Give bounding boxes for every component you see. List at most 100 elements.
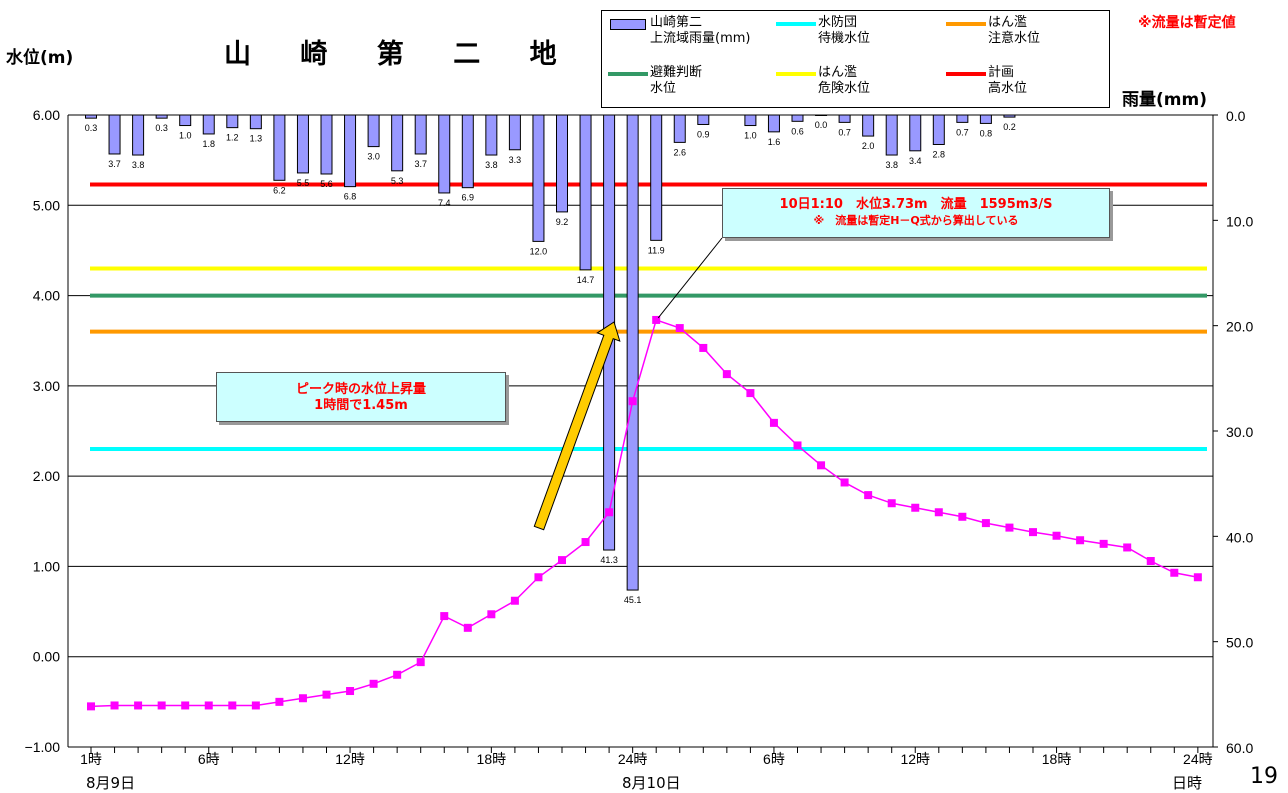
y-left-tick-label: 5.00 xyxy=(33,197,60,213)
rainfall-data-label: 1.0 xyxy=(744,131,757,141)
rainfall-bar xyxy=(1003,114,1016,118)
rainfall-bar xyxy=(391,114,404,172)
date-label-end: 日時 xyxy=(1172,774,1203,792)
rainfall-bar xyxy=(838,114,851,123)
rainfall-data-label: 1.3 xyxy=(250,134,263,144)
rainfall-bar xyxy=(226,114,239,129)
rainfall-data-label: 41.3 xyxy=(600,555,618,565)
legend-item-rainfall: 山崎第二 上流域雨量(mm) xyxy=(650,15,751,46)
legend-swatch-plan-high xyxy=(946,72,986,76)
rainfall-data-label: 0.2 xyxy=(1003,122,1016,132)
rainfall-data-label: 1.6 xyxy=(768,137,781,147)
water-level-point xyxy=(416,658,425,667)
rainfall-bar xyxy=(249,114,262,130)
rainfall-data-label: 3.7 xyxy=(108,159,121,169)
water-level-point xyxy=(110,701,119,710)
rainfall-data-label: 5.6 xyxy=(320,179,333,189)
rainfall-bar xyxy=(273,114,286,181)
rainfall-bar xyxy=(108,114,121,155)
rainfall-bar xyxy=(979,114,992,124)
y-right-tick-label: 50.0 xyxy=(1226,635,1253,651)
rainfall-bar xyxy=(132,114,145,156)
date-label-day2: 8月10日 xyxy=(622,774,681,792)
water-level-point xyxy=(204,701,213,710)
water-level-point xyxy=(369,679,378,688)
peak-callout: 10日1:10 水位3.73m 流量 1595m3/S ※ 流量は暫定H－Q式か… xyxy=(722,188,1110,238)
rainfall-data-label: 3.8 xyxy=(132,160,145,170)
y-left-tick-label: −1.00 xyxy=(25,739,61,755)
rainfall-bar xyxy=(414,114,427,155)
water-level-point xyxy=(887,499,896,508)
water-level-point xyxy=(628,397,637,406)
rainfall-data-label: 0.8 xyxy=(980,128,993,138)
date-label-day1: 8月9日 xyxy=(86,774,136,792)
peak-callout-leader xyxy=(657,237,723,319)
rainfall-data-label: 0.0 xyxy=(815,120,828,130)
water-level-point xyxy=(1005,523,1014,532)
y-left-tick-label: 3.00 xyxy=(33,378,60,394)
rainfall-data-label: 6.9 xyxy=(462,193,475,203)
water-level-point xyxy=(134,701,143,710)
legend-swatch-rainfall xyxy=(610,19,646,30)
rainfall-data-label: 6.2 xyxy=(273,185,286,195)
rainfall-bar xyxy=(532,114,545,242)
water-level-point xyxy=(157,701,166,710)
rainfall-data-label: 14.7 xyxy=(577,275,595,285)
rise-arrow xyxy=(533,321,621,531)
rainfall-data-label: 0.6 xyxy=(791,126,804,136)
rainfall-bar xyxy=(438,114,451,194)
rainfall-data-label: 12.0 xyxy=(530,246,548,256)
water-level-point xyxy=(346,687,355,696)
legend-swatch-evacuation xyxy=(608,72,648,76)
water-level-point xyxy=(87,702,95,711)
rainfall-bar xyxy=(744,114,757,127)
water-level-point xyxy=(1029,528,1037,537)
page-number: 19 xyxy=(1250,764,1278,789)
rainfall-data-label: 0.7 xyxy=(838,127,851,137)
rainfall-bar xyxy=(815,114,828,116)
rainfall-data-label: 3.8 xyxy=(485,160,498,170)
water-level-point xyxy=(675,324,684,333)
rainfall-bar xyxy=(885,114,898,156)
water-level-point xyxy=(558,556,566,565)
x-tick-label: 18時 xyxy=(1042,751,1072,767)
rainfall-bar xyxy=(85,114,97,119)
legend-item-caution: はん濫 注意水位 xyxy=(988,15,1041,46)
water-level-point xyxy=(817,461,826,470)
rainfall-bar xyxy=(485,114,498,156)
water-level-point xyxy=(1123,543,1132,552)
rainfall-data-label: 6.8 xyxy=(344,192,357,202)
water-level-point xyxy=(510,596,519,605)
rainfall-bar xyxy=(673,114,686,143)
water-level-point xyxy=(699,343,708,352)
y-right-tick-label: 60.0 xyxy=(1226,740,1253,756)
provisional-note: ※流量は暫定値 xyxy=(1138,15,1236,31)
rainfall-bar xyxy=(579,114,592,271)
water-level-point xyxy=(981,519,990,528)
water-level-point xyxy=(840,478,849,487)
water-level-point xyxy=(1099,539,1108,548)
rainfall-data-label: 11.9 xyxy=(648,245,665,255)
rainfall-data-label: 45.1 xyxy=(624,595,642,605)
rainfall-bar xyxy=(296,114,309,174)
rainfall-bar xyxy=(320,114,333,175)
water-level-point xyxy=(769,418,778,427)
legend-item-evacuation: 避難判断 水位 xyxy=(650,65,703,96)
rainfall-data-label: 3.7 xyxy=(414,159,427,169)
water-level-point xyxy=(393,670,402,679)
water-level-point xyxy=(934,508,943,517)
y-right-tick-label: 10.0 xyxy=(1226,213,1253,229)
water-level-point xyxy=(652,315,661,324)
rainfall-data-label: 5.5 xyxy=(297,178,310,188)
rainfall-bar xyxy=(697,114,710,125)
water-level-point xyxy=(463,623,472,632)
y-left-tick-label: 6.00 xyxy=(33,107,60,123)
y-right-tick-label: 0.0 xyxy=(1226,108,1246,124)
water-level-point xyxy=(440,612,449,621)
rainfall-bar xyxy=(626,114,639,591)
x-tick-label: 18時 xyxy=(477,751,507,767)
y-left-tick-label: 1.00 xyxy=(33,558,60,574)
y-right-tick-label: 40.0 xyxy=(1226,529,1253,545)
rainfall-bar xyxy=(862,114,875,137)
